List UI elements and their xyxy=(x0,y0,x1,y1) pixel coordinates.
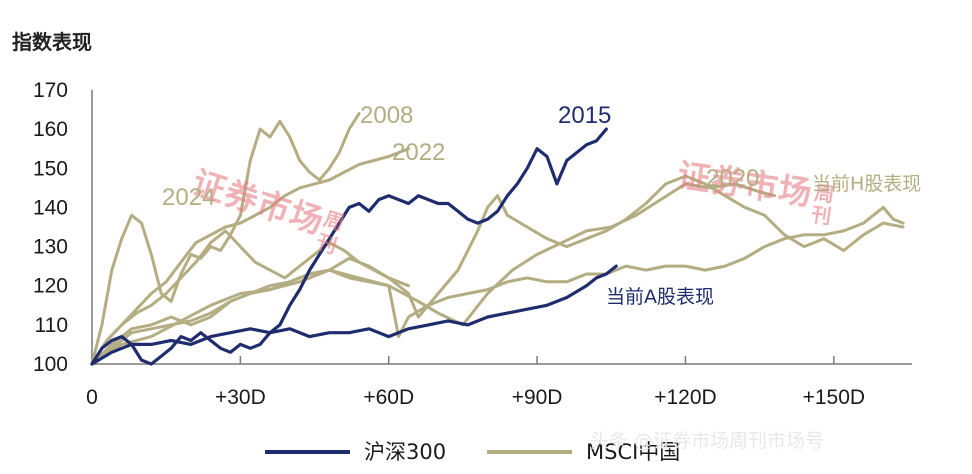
x-tick-label: +150D xyxy=(803,386,865,409)
y-tick-label: 140 xyxy=(33,196,68,219)
annotation-2015: 2015 xyxy=(558,102,611,129)
y-tick-label: 120 xyxy=(33,275,68,298)
svg-text:周: 周 xyxy=(813,180,836,207)
y-ticks: 100 110 120 130 140 150 160 170 xyxy=(33,79,68,376)
annotation-current-a: 当前A股表现 xyxy=(606,286,714,308)
annotation-2022: 2022 xyxy=(392,139,445,166)
x-tick-label: +60D xyxy=(363,386,414,409)
watermark-left: 证 券 市 场 周 刊 xyxy=(188,163,348,259)
y-tick-label: 100 xyxy=(33,353,68,376)
svg-text:刊: 刊 xyxy=(810,202,833,229)
svg-text:场: 场 xyxy=(776,169,814,212)
y-axis-label: 指数表现 xyxy=(12,30,92,54)
annotation-current-h: 当前H股表现 xyxy=(812,173,921,195)
series-line-msci-0 xyxy=(90,112,361,366)
y-tick-label: 160 xyxy=(33,118,68,141)
annotation-2024: 2024 xyxy=(162,184,215,211)
svg-text:证: 证 xyxy=(675,155,713,198)
legend-label-msci: MSCI中国 xyxy=(586,440,680,464)
annotation-2008: 2008 xyxy=(360,102,413,129)
x-ticks: 0 +30D +60D +90D +120D +150D xyxy=(86,356,865,409)
series-line-msci-1 xyxy=(90,147,410,366)
y-tick-label: 150 xyxy=(33,157,68,180)
x-tick-label: +30D xyxy=(215,386,266,409)
series-layer xyxy=(90,112,905,366)
svg-text:市: 市 xyxy=(742,165,780,208)
x-tick-label: +120D xyxy=(654,386,716,409)
x-tick-label: +90D xyxy=(512,386,563,409)
x-tick-label: 0 xyxy=(86,386,98,409)
watermark-right: 证 券 市 场 周 刊 xyxy=(675,155,836,229)
svg-text:券: 券 xyxy=(709,160,748,203)
annotation-2020: 2020 xyxy=(706,165,759,192)
legend: 沪深300 MSCI中国 xyxy=(265,440,680,464)
series-line-msci-5 xyxy=(90,174,905,366)
source-credit: 头条 @证券市场周刊市场号 xyxy=(590,430,824,452)
y-tick-label: 130 xyxy=(33,236,68,259)
y-tick-label: 110 xyxy=(35,314,68,337)
y-tick-label: 170 xyxy=(33,79,68,102)
legend-label-csi300: 沪深300 xyxy=(364,440,446,464)
series-line-csi300-7 xyxy=(90,264,618,366)
